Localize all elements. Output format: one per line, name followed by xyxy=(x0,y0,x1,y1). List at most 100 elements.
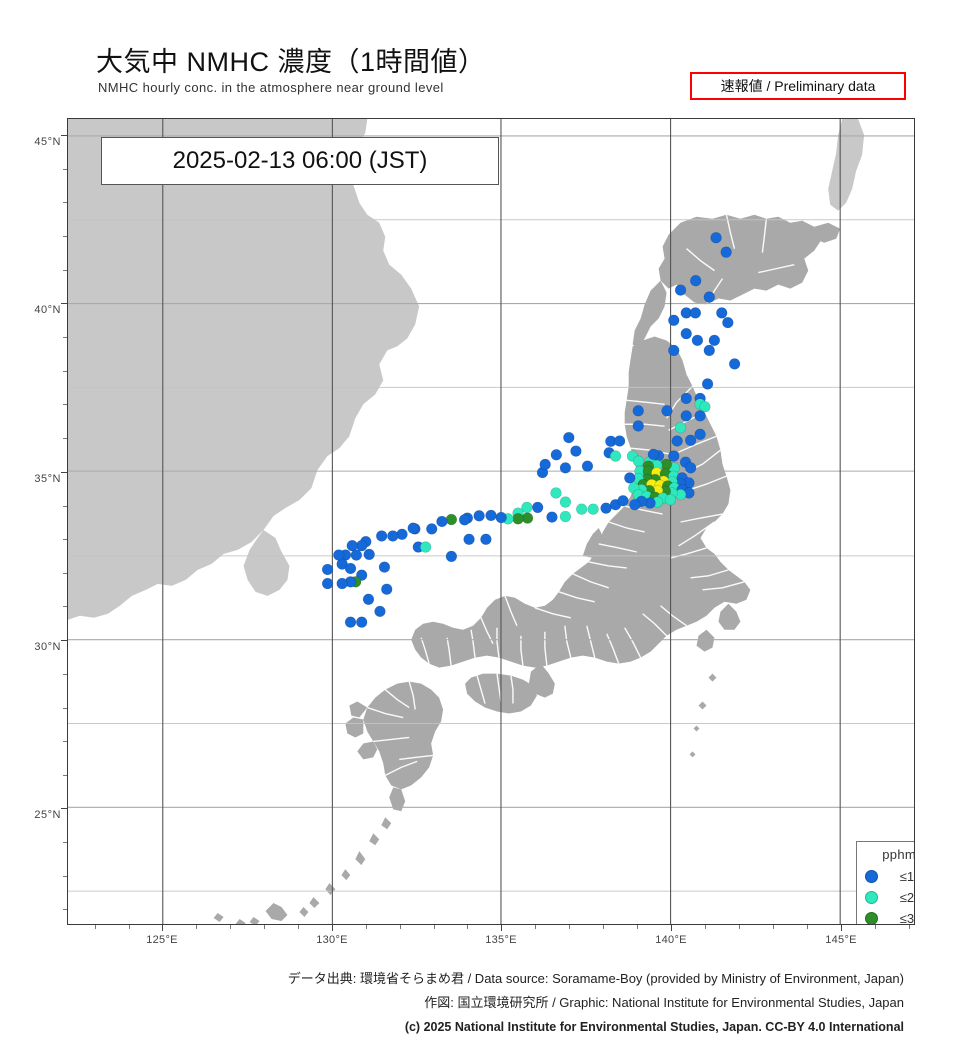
data-point[interactable] xyxy=(321,563,334,576)
data-point[interactable] xyxy=(485,509,497,522)
data-point[interactable] xyxy=(708,334,721,347)
legend-swatch-icon xyxy=(865,870,878,883)
data-point[interactable] xyxy=(668,450,680,462)
data-point[interactable] xyxy=(575,503,588,515)
data-point[interactable] xyxy=(722,316,734,329)
data-point[interactable] xyxy=(333,549,345,561)
data-point[interactable] xyxy=(613,435,626,447)
data-point[interactable] xyxy=(660,458,672,471)
data-point[interactable] xyxy=(559,510,572,523)
data-point[interactable] xyxy=(363,548,375,561)
data-point[interactable] xyxy=(550,487,562,499)
data-point[interactable] xyxy=(321,577,334,590)
data-point[interactable] xyxy=(674,284,687,296)
page-subtitle: NMHC hourly conc. in the atmosphere near… xyxy=(98,80,444,95)
data-point[interactable] xyxy=(550,449,563,461)
y-tick-label: 45°N xyxy=(34,136,61,148)
data-point[interactable] xyxy=(710,232,722,244)
data-point[interactable] xyxy=(521,512,534,524)
legend-swatch-icon xyxy=(865,891,878,904)
data-point[interactable] xyxy=(699,401,711,413)
data-point[interactable] xyxy=(664,493,677,506)
data-point[interactable] xyxy=(344,616,357,628)
map-plot-area[interactable]: 2025-02-13 06:00 (JST) pphmC ≤10 ≤20 ≤32… xyxy=(67,118,915,925)
data-point[interactable] xyxy=(436,515,448,528)
data-point[interactable] xyxy=(387,530,399,542)
data-point[interactable] xyxy=(624,472,636,484)
data-point[interactable] xyxy=(703,344,715,357)
x-tick-label: 125°E xyxy=(146,934,178,946)
data-point[interactable] xyxy=(629,499,641,511)
legend: pphmC ≤10 ≤20 ≤32 ≤50 ≤100 ≤3000 xyxy=(856,841,915,925)
data-point[interactable] xyxy=(632,455,645,467)
data-point[interactable] xyxy=(680,410,692,422)
data-point[interactable] xyxy=(720,246,732,258)
data-point[interactable] xyxy=(495,511,507,524)
x-tick-label: 145°E xyxy=(825,934,857,946)
data-point[interactable] xyxy=(728,358,741,370)
data-point[interactable] xyxy=(362,593,375,605)
data-point[interactable] xyxy=(647,448,660,461)
data-point[interactable] xyxy=(546,511,558,523)
data-point[interactable] xyxy=(445,550,458,563)
data-point[interactable] xyxy=(539,458,551,471)
data-point[interactable] xyxy=(473,510,485,522)
data-point[interactable] xyxy=(581,460,594,472)
data-point[interactable] xyxy=(694,410,706,422)
data-point[interactable] xyxy=(587,503,599,515)
data-points-layer xyxy=(321,232,741,628)
data-point[interactable] xyxy=(407,522,419,534)
data-point[interactable] xyxy=(617,495,629,507)
data-point[interactable] xyxy=(356,539,368,552)
data-point[interactable] xyxy=(632,420,644,432)
data-point[interactable] xyxy=(716,307,728,319)
data-point[interactable] xyxy=(661,405,673,417)
data-point[interactable] xyxy=(668,344,680,357)
data-point[interactable] xyxy=(374,605,386,618)
data-point[interactable] xyxy=(375,530,388,542)
legend-item: ≤20 xyxy=(863,887,914,908)
data-point[interactable] xyxy=(680,392,692,405)
legend-item-label: ≤32 xyxy=(899,911,915,925)
data-point[interactable] xyxy=(356,616,368,628)
data-point[interactable] xyxy=(458,514,471,526)
data-point[interactable] xyxy=(690,275,702,287)
data-point[interactable] xyxy=(680,327,692,340)
y-tick-label: 35°N xyxy=(34,473,61,485)
data-point[interactable] xyxy=(691,334,704,347)
data-point[interactable] xyxy=(694,428,706,441)
x-tick-label: 130°E xyxy=(316,934,348,946)
data-point[interactable] xyxy=(480,533,492,545)
data-point[interactable] xyxy=(559,462,572,474)
data-point[interactable] xyxy=(419,541,432,553)
data-point[interactable] xyxy=(378,561,391,573)
footer-graphic-credit: 作図: 国立環境研究所 / Graphic: National Institut… xyxy=(424,995,904,1010)
data-point[interactable] xyxy=(671,435,683,447)
data-point[interactable] xyxy=(445,513,458,526)
data-point[interactable] xyxy=(684,462,697,474)
data-point[interactable] xyxy=(512,513,524,525)
footer-data-source: データ出典: 環境省そらまめ君 / Data source: Soramame-… xyxy=(287,971,904,986)
data-point[interactable] xyxy=(346,539,358,552)
data-point[interactable] xyxy=(684,434,697,446)
data-point[interactable] xyxy=(701,378,714,390)
data-point[interactable] xyxy=(426,523,438,535)
data-point[interactable] xyxy=(703,291,715,303)
data-point[interactable] xyxy=(563,431,575,444)
data-point[interactable] xyxy=(532,501,544,514)
data-point[interactable] xyxy=(609,450,622,462)
data-point[interactable] xyxy=(570,445,582,457)
data-point[interactable] xyxy=(689,307,702,319)
data-point[interactable] xyxy=(668,314,680,326)
data-point[interactable] xyxy=(381,583,393,595)
data-point[interactable] xyxy=(463,533,475,545)
data-point[interactable] xyxy=(600,502,612,514)
data-point[interactable] xyxy=(350,549,363,561)
y-tick-label: 25°N xyxy=(34,809,61,821)
data-point[interactable] xyxy=(559,496,572,508)
data-point[interactable] xyxy=(674,421,687,434)
data-point[interactable] xyxy=(632,405,644,417)
data-point[interactable] xyxy=(336,577,348,590)
data-point[interactable] xyxy=(344,562,357,575)
legend-item: ≤32 xyxy=(863,908,915,925)
